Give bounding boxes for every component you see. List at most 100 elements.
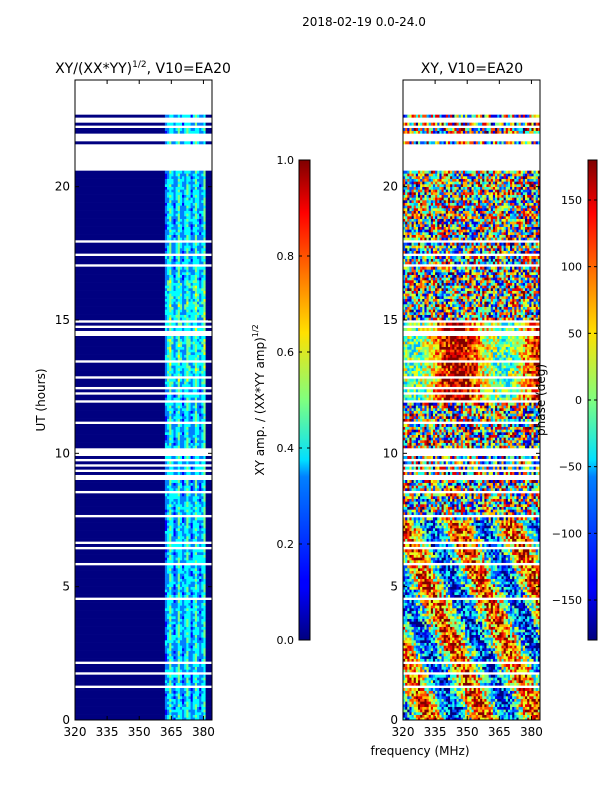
amplitude-cell — [167, 307, 169, 310]
amplitude-cell — [169, 549, 171, 552]
amplitude-cell — [165, 216, 167, 219]
amplitude-title-exponent: 1/2 — [132, 60, 146, 70]
phase-cell — [429, 613, 434, 616]
amplitude-cell — [195, 573, 197, 576]
phase-cell — [472, 629, 474, 632]
phase-cell — [454, 704, 456, 707]
phase-cell — [510, 635, 512, 638]
phase-cell — [482, 624, 484, 627]
phase-cell — [452, 680, 454, 683]
amplitude-cell — [75, 637, 165, 640]
amplitude-cell — [188, 677, 190, 680]
amplitude-cell — [176, 435, 178, 438]
phase-cell — [480, 704, 482, 707]
phase-cell — [407, 701, 409, 704]
phase-cell — [472, 656, 474, 659]
amplitude-cell — [203, 648, 205, 651]
amplitude-cell — [75, 363, 165, 366]
amplitude-cell — [182, 261, 189, 264]
amplitude-cell — [197, 256, 202, 259]
amplitude-cell — [171, 317, 173, 320]
amplitude-cell — [178, 648, 183, 651]
amplitude-cell — [193, 480, 195, 483]
amplitude-cell — [193, 211, 198, 214]
amplitude-cell — [195, 187, 197, 190]
amplitude-cell — [182, 619, 184, 622]
phase-cell — [504, 621, 506, 624]
amplitude-cell — [167, 712, 169, 715]
amplitude-cell — [203, 485, 205, 488]
amplitude-cell — [191, 197, 193, 200]
phase-cell — [489, 611, 491, 614]
amplitude-cell — [197, 669, 204, 672]
amplitude-cell — [186, 205, 188, 208]
phase-cell — [519, 675, 521, 678]
phase-cell — [531, 707, 533, 710]
amplitude-cell — [197, 499, 199, 502]
amplitude-cell — [75, 621, 165, 624]
amplitude-cell — [178, 408, 180, 411]
amplitude-cell — [173, 579, 178, 582]
phase-cell — [457, 691, 464, 694]
amplitude-cell — [186, 579, 195, 582]
phase-cell — [459, 627, 461, 630]
amplitude-cell — [180, 488, 185, 491]
amplitude-cell — [206, 395, 213, 398]
amplitude-cell — [169, 280, 171, 283]
amplitude-cell — [203, 616, 205, 619]
amplitude-cell — [173, 181, 178, 184]
amplitude-cell — [182, 651, 187, 654]
amplitude-cell — [75, 235, 165, 238]
phase-cell — [414, 659, 416, 662]
amplitude-cell — [171, 283, 180, 286]
phase-cell — [469, 627, 471, 630]
phase-cell — [405, 688, 407, 691]
amplitude-cell — [171, 456, 176, 459]
phase-cell — [457, 619, 462, 622]
phase-cell — [429, 709, 434, 712]
phase-cell — [420, 645, 422, 648]
amplitude-cell — [197, 339, 199, 342]
amplitude-cell — [173, 587, 175, 590]
amplitude-cell — [188, 197, 190, 200]
phase-cell — [459, 608, 464, 611]
amplitude-cell — [201, 413, 203, 416]
amplitude-cell — [201, 581, 206, 584]
amplitude-cell — [167, 637, 169, 640]
amplitude-cell — [197, 576, 199, 579]
amplitude-cell — [180, 296, 182, 299]
amplitude-cell — [75, 619, 165, 622]
amplitude-cell — [197, 536, 202, 539]
amplitude-cell — [193, 221, 200, 224]
amplitude-cell — [182, 557, 184, 560]
amplitude-cell — [184, 701, 186, 704]
amplitude-cell — [188, 632, 190, 635]
amplitude-cell — [165, 560, 167, 563]
amplitude-cell — [171, 243, 176, 246]
amplitude-cell — [75, 432, 165, 435]
amplitude-cell — [203, 629, 205, 632]
phase-cell — [482, 635, 484, 638]
amplitude-cell — [173, 595, 175, 598]
amplitude-cell — [167, 371, 169, 374]
amplitude-cell — [167, 192, 174, 195]
amplitude-cell — [186, 352, 191, 355]
phase-cell — [527, 667, 529, 670]
phase-cell — [474, 611, 476, 614]
amplitude-cell — [178, 664, 180, 667]
phase-cell — [446, 696, 448, 699]
amplitude-cell — [180, 277, 182, 280]
amplitude-cell — [182, 245, 184, 248]
phase-cell — [531, 635, 533, 638]
amplitude-cell — [195, 347, 197, 350]
phase-cell — [439, 640, 441, 643]
amplitude-cell — [182, 581, 184, 584]
amplitude-cell — [184, 568, 189, 571]
phase-cell — [416, 691, 418, 694]
amplitude-cell — [182, 517, 184, 520]
amplitude-cell — [165, 509, 167, 512]
amplitude-cell — [197, 645, 199, 648]
amplitude-cell — [180, 699, 182, 702]
phase-cell — [529, 688, 531, 691]
phase-cell — [442, 699, 444, 702]
